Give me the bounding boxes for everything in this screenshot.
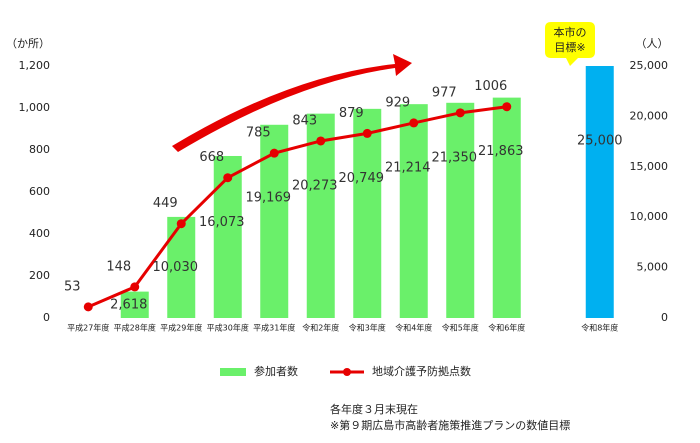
legend-swatch: [343, 368, 351, 376]
y2-tick-label: 0: [661, 311, 668, 324]
line-point: [130, 282, 140, 292]
x-tick-label: 令和4年度: [395, 323, 432, 333]
bar: [306, 113, 335, 318]
line-point: [83, 302, 93, 312]
y-tick-label: 600: [29, 185, 50, 198]
y2-tick-label: 20,000: [630, 109, 669, 122]
y2-tick-label: 5,000: [637, 261, 669, 274]
x-tick-label: 平成29年度: [160, 323, 202, 333]
line-point: [455, 108, 465, 118]
y-axis-title: （か所）: [6, 37, 50, 50]
line-point: [269, 148, 279, 158]
note: 各年度３月末現在: [330, 402, 418, 416]
y-tick-label: 200: [29, 269, 50, 282]
y-tick-label: 1,000: [19, 101, 51, 114]
y2-tick-label: 10,000: [630, 210, 669, 223]
bar: [213, 155, 242, 318]
x-tick-label: 平成27年度: [67, 323, 109, 333]
annotation-line: 目標※: [554, 40, 585, 54]
line-point: [316, 136, 326, 146]
legend-label: 参加者数: [254, 364, 298, 378]
bar-data-label: 21,214: [385, 160, 431, 175]
y-tick-label: 0: [43, 311, 50, 324]
data-label: 879: [339, 106, 364, 121]
line-point: [409, 118, 419, 128]
x-tick-label: 令和8年度: [581, 323, 618, 333]
bar: [585, 66, 614, 318]
bar: [120, 291, 149, 318]
bar-data-label: 21,350: [432, 150, 478, 165]
annotation-bubble: [545, 22, 595, 66]
data-label: 929: [385, 95, 410, 110]
line-point: [223, 173, 233, 183]
line: [87, 105, 507, 309]
data-label: 449: [153, 196, 178, 211]
annotation-line: 本市の: [554, 25, 587, 39]
y2-axis-title: （人）: [636, 37, 669, 50]
bar-data-label: 25,000: [577, 134, 623, 149]
y2-tick-label: 15,000: [630, 160, 669, 173]
x-tick-label: 令和3年度: [349, 323, 386, 333]
bar: [446, 102, 475, 319]
bar: [353, 108, 382, 318]
data-label: 977: [432, 85, 457, 100]
bar-data-label: 19,169: [246, 191, 292, 206]
bar: [167, 216, 196, 318]
line-point: [502, 102, 512, 112]
data-label: 843: [292, 113, 317, 128]
line-point: [176, 219, 186, 229]
bar-data-label: 16,073: [199, 215, 245, 230]
bar-data-label: 2,618: [110, 297, 147, 312]
y-tick-label: 800: [29, 143, 50, 156]
legend-swatch: [220, 368, 246, 376]
bar: [492, 97, 521, 318]
data-label: 53: [64, 279, 81, 294]
x-tick-label: 令和6年度: [488, 323, 525, 333]
bar-data-label: 21,863: [478, 144, 524, 159]
legend-label: 地域介護予防拠点数: [372, 364, 471, 378]
x-tick-label: 平成30年度: [207, 323, 249, 333]
y2-tick-label: 25,000: [630, 59, 669, 72]
data-label: 785: [246, 126, 271, 141]
x-tick-label: 令和2年度: [302, 323, 339, 333]
line-point: [362, 128, 372, 138]
x-tick-label: 平成31年度: [253, 323, 295, 333]
x-tick-label: 平成28年度: [114, 323, 156, 333]
y-tick-label: 1,200: [19, 59, 51, 72]
bar-data-label: 20,273: [292, 178, 338, 193]
data-label: 668: [199, 150, 224, 165]
y-tick-label: 400: [29, 227, 50, 240]
data-label: 1006: [474, 79, 507, 94]
note: ※第９期広島市高齢者施策推進プランの数値目標: [330, 418, 570, 432]
bar-data-label: 10,030: [153, 260, 199, 275]
data-label: 148: [106, 259, 131, 274]
bar: [399, 104, 428, 319]
bar-data-label: 20,749: [339, 171, 385, 186]
x-tick-label: 令和5年度: [442, 323, 479, 333]
